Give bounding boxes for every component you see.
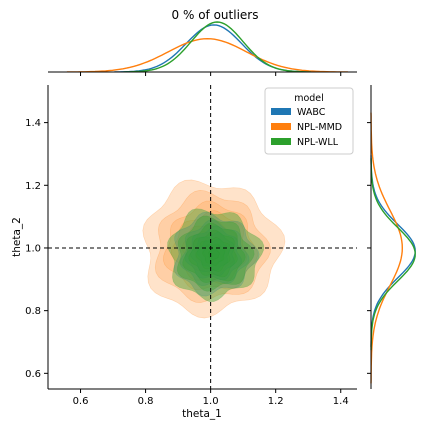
kde-contour-wabc-6 [202, 244, 226, 266]
kde-contour-wabc-1 [173, 211, 260, 297]
kde-contour-npl-wll-5 [195, 237, 231, 272]
kde-contour-npl-wll-2 [176, 215, 255, 292]
legend-entries: WABC NPL-MMD NPL-WLL [271, 107, 342, 148]
y-tick-label: 1.2 [25, 181, 41, 192]
legend-frame [264, 87, 354, 155]
marginal-y-curve-npl-mmd [370, 112, 404, 384]
kde-contour-wabc-2 [179, 219, 250, 286]
top-marginal-panel [66, 21, 348, 72]
legend-swatch-npl-mmd [271, 123, 291, 130]
legend-label-wabc: WABC [297, 107, 326, 118]
legend-label-npl-wll: NPL-WLL [297, 137, 339, 148]
x-axis-label: theta_1 [182, 408, 222, 420]
kde-contour-wabc-5 [196, 238, 231, 272]
marginal-x-curve-npl-wll [123, 21, 311, 72]
legend-label-npl-mmd: NPL-MMD [297, 122, 342, 133]
x-tick-label: 1.0 [203, 396, 219, 407]
kde-contour-wabc-4 [190, 232, 235, 277]
y-tick-label: 0.8 [25, 306, 41, 317]
axis-ticks: 0.6 0.8 1.0 1.2 1.4 0.6 0.8 1.0 1.2 1.4 [25, 72, 371, 407]
legend-swatch-npl-wll [271, 138, 291, 145]
kde-contour-wabc-7 [208, 248, 220, 260]
kde-contour-npl-wll-4 [188, 229, 238, 278]
legend-title: model [294, 93, 324, 104]
x-tick-label: 1.4 [333, 396, 349, 407]
legend: model WABC NPL-MMD NPL-WLL [264, 87, 354, 155]
legend-swatch-wabc [271, 108, 291, 115]
kde-contour-npl-wll-3 [182, 222, 246, 283]
kde-contour-npl-mmd-4 [170, 210, 248, 285]
x-tick-label: 1.2 [268, 396, 284, 407]
y-tick-label: 0.6 [25, 369, 41, 380]
marginal-x-curve-npl-mmd [66, 37, 348, 72]
right-marginal-panel [370, 112, 416, 384]
marginal-x-curve-wabc [114, 24, 314, 72]
kde-contour-wabc-3 [184, 225, 243, 281]
reference-lines [48, 85, 357, 389]
y-axis-label: theta_2 [11, 217, 23, 257]
kde-contour-npl-wll-6 [202, 243, 226, 266]
chart-title: 0 % of outliers [172, 8, 259, 22]
joint-kde-panel [142, 179, 286, 319]
y-tick-label: 1.0 [25, 243, 41, 254]
y-tick-label: 1.4 [25, 118, 41, 129]
kde-contour-npl-wll-1 [167, 208, 265, 302]
kde-contour-npl-wll-7 [208, 248, 221, 261]
x-tick-label: 0.8 [138, 396, 154, 407]
x-tick-label: 0.6 [73, 396, 89, 407]
marginal-y-curve-npl-wll [370, 158, 416, 351]
